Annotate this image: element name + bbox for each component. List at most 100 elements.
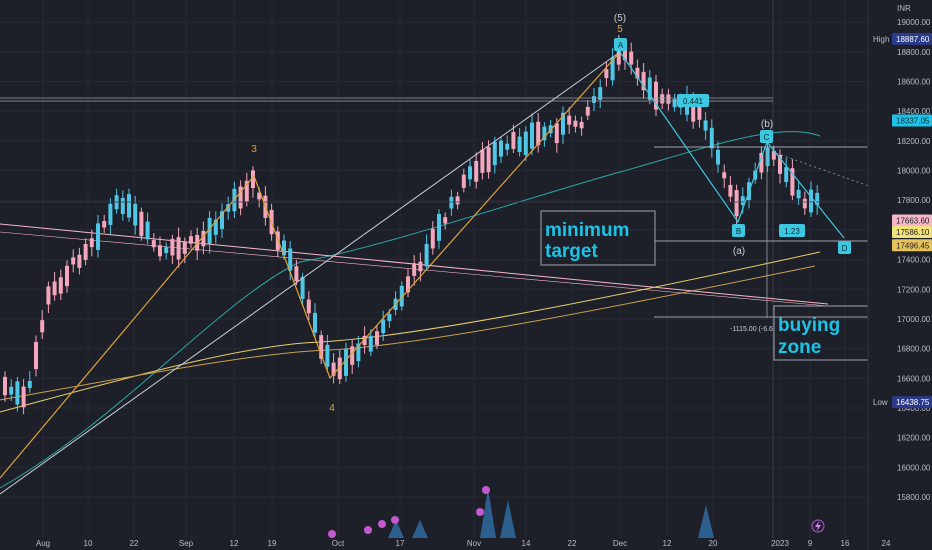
candle-body <box>58 277 63 294</box>
candle-body <box>728 184 733 197</box>
candle-body <box>778 154 782 174</box>
candle-body <box>623 48 627 61</box>
candle-body <box>145 221 150 240</box>
time-tick-label: Dec <box>613 539 627 548</box>
chart-grid <box>0 0 887 538</box>
candle-body <box>703 120 708 131</box>
wave-label-a: (a) <box>733 246 745 257</box>
time-tick-label: 9 <box>808 539 813 548</box>
candle-body <box>27 380 32 389</box>
price-markers: High 18887.60 18337.05 17663.60 17586.10 1749… <box>873 32 932 409</box>
candle-body <box>523 131 528 156</box>
wave-label-5-paren: (5) <box>614 13 626 24</box>
price-marker-value: 18887.60 <box>896 35 930 44</box>
candle-body <box>585 106 590 116</box>
buying-zone-line1: buying <box>778 315 840 336</box>
candle-body <box>220 211 224 230</box>
candle-body <box>486 147 491 173</box>
volume-spike <box>698 505 714 538</box>
candle-body <box>424 243 429 267</box>
candle-body <box>474 160 479 182</box>
time-tick-label: 24 <box>882 539 891 548</box>
candle-body <box>784 167 789 183</box>
time-tick-label: 22 <box>130 539 139 548</box>
point-d-label: D <box>842 244 848 253</box>
time-tick-label: 12 <box>230 539 239 548</box>
price-marker-value: 16438.75 <box>896 398 930 407</box>
price-marker-box <box>892 396 932 409</box>
candle-body <box>542 126 547 141</box>
lightning-bolt <box>815 521 821 531</box>
measure-label: -1115.00 (-6.6 <box>730 326 773 333</box>
time-tick-label: 14 <box>522 539 531 548</box>
volume-spike <box>388 520 404 538</box>
candle-body <box>647 77 652 100</box>
candle-body <box>604 69 609 79</box>
candle-body <box>802 198 807 209</box>
candle-body <box>325 344 330 367</box>
price-marker-box <box>892 214 932 227</box>
candle-body <box>443 217 448 224</box>
candle-body <box>660 94 665 104</box>
volume-dot <box>328 530 336 538</box>
time-tick-label: Oct <box>332 539 345 548</box>
candle-body <box>641 71 646 91</box>
candle-body <box>418 261 423 272</box>
candle-body <box>722 172 727 179</box>
price-axis-bg <box>868 0 932 550</box>
price-axis-ticks: 15800.00 16000.00 16200.00 16400.00 16600.00… <box>897 18 931 502</box>
ma-slow <box>0 265 816 401</box>
candle-body <box>765 147 770 167</box>
candle-body <box>40 320 45 333</box>
candle-body <box>83 243 88 260</box>
candle-body <box>127 194 131 218</box>
candle-body <box>579 121 584 129</box>
price-marker-tag: Low <box>873 398 888 407</box>
time-tick-label: 22 <box>568 539 577 548</box>
candle-body <box>89 238 94 248</box>
candle-body <box>771 150 776 160</box>
time-tick-label: 20 <box>709 539 718 548</box>
candle-body <box>313 312 317 333</box>
candle-body <box>809 189 813 213</box>
price-tick-label: 17000.00 <box>897 315 931 324</box>
candle-body <box>21 386 26 408</box>
price-tick-label: 18400.00 <box>897 107 931 116</box>
price-marker-box <box>892 114 932 127</box>
candle-body <box>554 123 559 144</box>
candle-body <box>251 170 255 189</box>
time-axis-ticks: Aug 10 22 Sep 12 19 Oct 17 Nov 14 22 Dec 12 20 2023 9 16… <box>36 539 891 548</box>
price-tick-label: 16000.00 <box>897 463 931 472</box>
candle-body <box>691 101 696 122</box>
candle-body <box>282 240 286 256</box>
wave-label-4: 4 <box>329 403 335 414</box>
minimum-target-box <box>540 210 656 266</box>
wave-label-b: (b) <box>761 119 773 130</box>
candle-body <box>71 257 76 265</box>
candle-body <box>740 196 745 205</box>
candle-body <box>300 276 305 299</box>
candle-body <box>213 219 218 235</box>
candle-body <box>350 346 355 365</box>
candle-body <box>344 348 348 376</box>
candle-body <box>368 335 373 352</box>
currency-label: INR <box>897 4 911 13</box>
candle-body <box>15 381 20 405</box>
candle-body <box>654 81 658 110</box>
candle-body <box>120 197 125 215</box>
drawing-tools <box>0 51 881 495</box>
volume-spike <box>412 520 428 538</box>
price-tick-label: 18200.00 <box>897 137 931 146</box>
candle-body <box>492 141 497 166</box>
volume-bars <box>328 486 714 538</box>
candle-body <box>46 286 51 305</box>
candle-body <box>9 386 14 395</box>
candle-body <box>362 335 367 346</box>
price-marker-value: 17586.10 <box>896 228 930 237</box>
candle-body <box>139 211 144 237</box>
volume-dot <box>391 516 399 524</box>
ma-mid <box>0 251 821 413</box>
candle-body <box>96 223 100 250</box>
candle-body <box>294 266 299 282</box>
